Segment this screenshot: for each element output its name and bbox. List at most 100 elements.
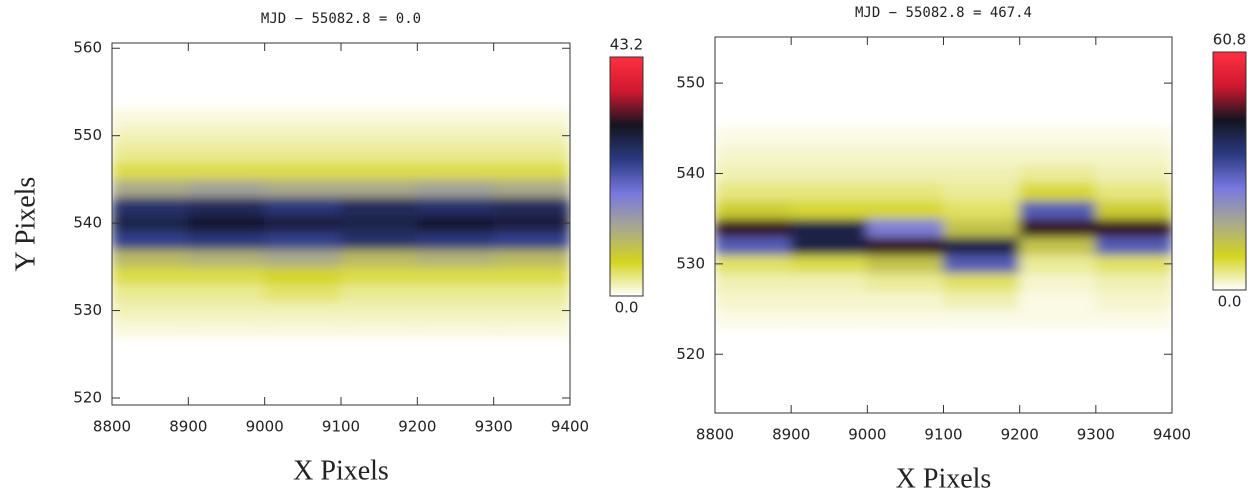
heatmap-cell (112, 248, 189, 268)
colorbar-tick-label: 43.2 (610, 36, 643, 54)
heatmap-cell (340, 196, 418, 215)
heatmap-cell (264, 196, 342, 215)
heatmap-cell (1095, 308, 1172, 328)
heatmap-cell (715, 200, 792, 220)
heatmap-cell (715, 182, 792, 202)
heatmap-cell (264, 318, 342, 338)
heatmap-cell (1095, 127, 1172, 147)
heatmap-cell (943, 254, 1021, 274)
heatmap-clip (112, 108, 570, 338)
heatmap-cell (493, 283, 570, 303)
heatmap-cell (1019, 163, 1097, 184)
heatmap-cell (112, 178, 189, 198)
heatmap-cell (112, 301, 189, 320)
x-tick-label: 9300 (1077, 426, 1115, 444)
heatmap-cell (1019, 272, 1097, 292)
x-tick-label: 8800 (696, 426, 734, 444)
heatmap-cell (1095, 218, 1172, 238)
x-tick-label: 9200 (1001, 426, 1039, 444)
heatmap-cell (493, 143, 570, 163)
x-tick-label: 9100 (924, 426, 962, 444)
heatmap-cell (187, 301, 266, 320)
heatmap-cell (187, 248, 266, 268)
heatmap-cell (1019, 127, 1097, 147)
y-tick-label: 540 (73, 214, 102, 232)
heatmap-cell (1095, 236, 1172, 256)
heatmap-cell (943, 145, 1021, 165)
heatmap-cell (790, 236, 868, 256)
heatmap-cell (866, 145, 944, 165)
heatmap-cell (943, 163, 1021, 184)
heatmap-cell (112, 283, 189, 303)
heatmap-cell (264, 213, 342, 233)
heatmap-clip (715, 127, 1172, 328)
heatmap (112, 108, 570, 338)
heatmap-cell (866, 254, 944, 274)
heatmap-cell (340, 266, 418, 285)
heatmap-cell (493, 161, 570, 180)
heatmap-cell (264, 108, 342, 128)
heatmap-cell (493, 231, 570, 250)
x-axis-label: X Pixels (293, 455, 389, 486)
panel-title: MJD − 55082.8 = 467.4 (855, 5, 1032, 21)
y-axis-label: Y Pixels (10, 177, 41, 272)
y-tick-label: 520 (73, 389, 102, 407)
y-tick-label: 530 (676, 254, 705, 272)
heatmap-cell (715, 308, 792, 328)
heatmap-cell (416, 143, 495, 163)
heatmap-cell (790, 290, 868, 310)
heatmap-cell (416, 126, 495, 145)
heatmap (715, 127, 1172, 328)
heatmap-cell (1019, 182, 1097, 202)
heatmap-cell (340, 143, 418, 163)
heatmap-cell (790, 163, 868, 184)
heatmap-cell (493, 248, 570, 268)
heatmap-cell (493, 301, 570, 320)
heatmap-cell (264, 283, 342, 303)
heatmap-cell (493, 213, 570, 233)
heatmap-cell (943, 308, 1021, 328)
heatmap-cell (112, 126, 189, 145)
heatmap-cell (416, 248, 495, 268)
heatmap-cell (112, 108, 189, 128)
heatmap-cell (943, 127, 1021, 147)
heatmap-cell (866, 127, 944, 147)
heatmap-cell (1019, 308, 1097, 328)
heatmap-cell (1095, 182, 1172, 202)
heatmap-cell (1019, 290, 1097, 310)
heatmap-cell (790, 182, 868, 202)
panel: 8800 8900 9000 9100 9200 9300 9400 520 530 540 550… (10, 11, 644, 486)
heatmap-cell (187, 178, 266, 198)
heatmap-cell (943, 236, 1021, 256)
heatmap-cell (340, 161, 418, 180)
heatmap-cell (416, 178, 495, 198)
heatmap-cell (715, 290, 792, 310)
heatmap-cell (866, 272, 944, 292)
heatmap-cell (866, 163, 944, 184)
x-axis-label: X Pixels (896, 463, 992, 491)
heatmap-cell (112, 196, 189, 215)
heatmap-cell (416, 318, 495, 338)
heatmap-cell (715, 254, 792, 274)
colorbar (609, 56, 644, 297)
heatmap-cell (112, 161, 189, 180)
heatmap-cell (187, 231, 266, 250)
colorbar-tick-label: 60.8 (1213, 31, 1246, 49)
x-tick-label: 9000 (848, 426, 886, 444)
heatmap-cell (943, 290, 1021, 310)
heatmap-cell (187, 126, 266, 145)
heatmap-cell (1019, 145, 1097, 165)
y-tick-label: 550 (676, 74, 705, 92)
y-tick-label: 560 (73, 39, 102, 57)
heatmap-cell (264, 178, 342, 198)
panel-title: MJD − 55082.8 = 0.0 (261, 11, 421, 27)
heatmap-cell (790, 308, 868, 328)
heatmap-cell (187, 143, 266, 163)
heatmap-cell (866, 200, 944, 220)
heatmap-cell (112, 231, 189, 250)
heatmap-cell (1019, 200, 1097, 220)
heatmap-cell (790, 254, 868, 274)
heatmap-cell (715, 236, 792, 256)
heatmap-cell (340, 231, 418, 250)
heatmap-cell (340, 126, 418, 145)
